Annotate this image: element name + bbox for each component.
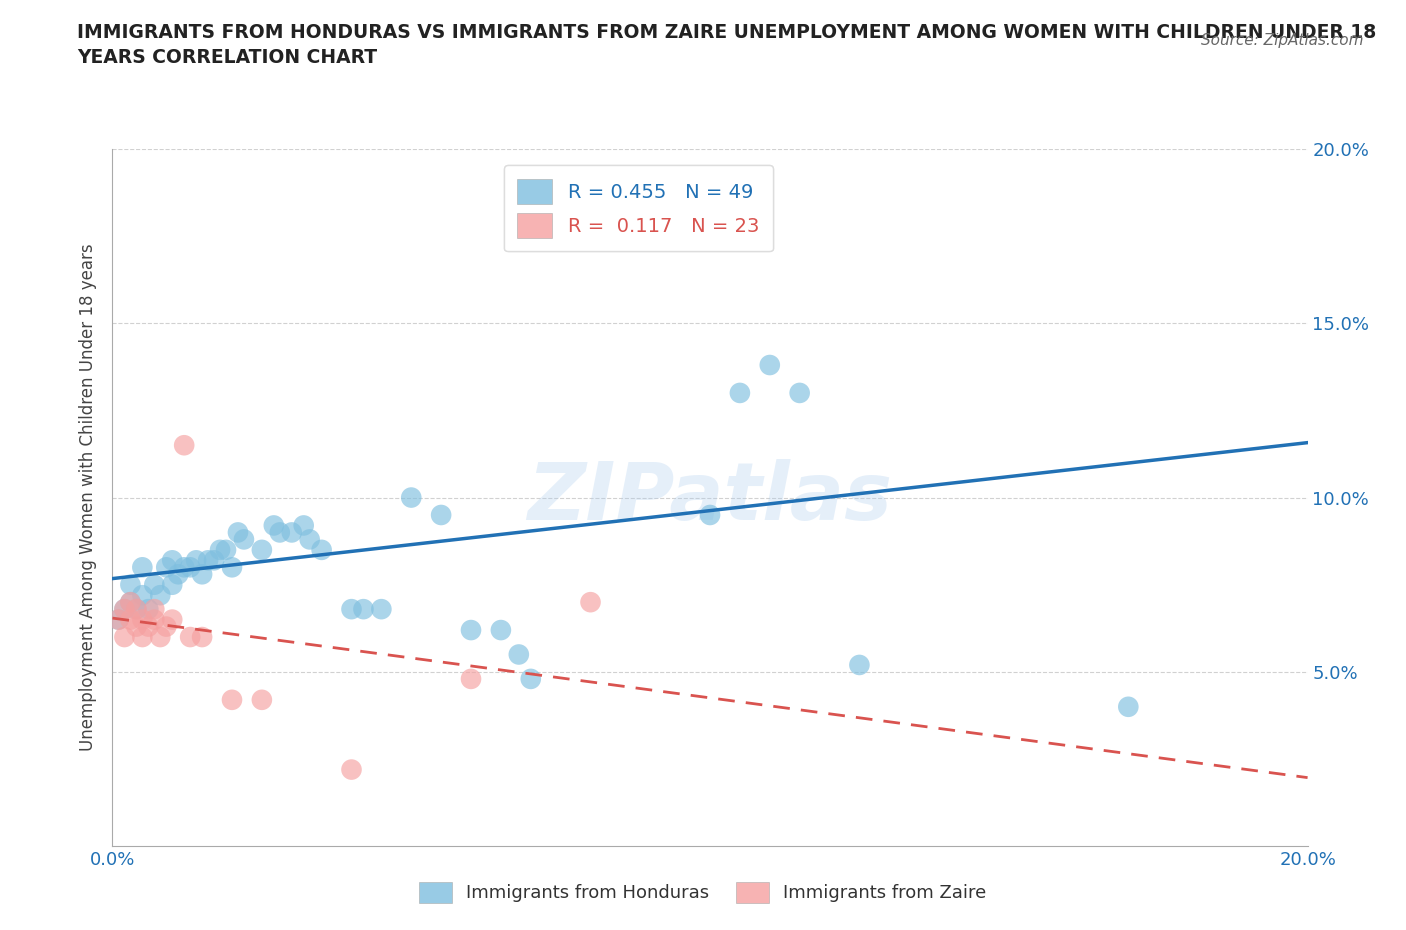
- Point: [579, 595, 602, 610]
- Point: [114, 602, 135, 617]
- Point: [114, 630, 135, 644]
- Point: [250, 692, 273, 708]
- Point: [221, 560, 243, 575]
- Point: [120, 595, 142, 610]
- Text: ZIPatlas: ZIPatlas: [527, 458, 893, 537]
- Point: [609, 211, 631, 226]
- Point: [125, 602, 148, 617]
- Point: [143, 602, 166, 617]
- Point: [114, 602, 135, 617]
- Point: [460, 671, 482, 686]
- Point: [138, 602, 160, 617]
- Y-axis label: Unemployment Among Women with Children Under 18 years: Unemployment Among Women with Children U…: [79, 244, 97, 751]
- Point: [209, 542, 232, 557]
- Point: [340, 763, 363, 777]
- Point: [149, 630, 172, 644]
- Point: [215, 542, 238, 557]
- Point: [292, 518, 315, 533]
- Point: [120, 595, 142, 610]
- Point: [401, 490, 423, 505]
- Point: [131, 560, 153, 575]
- Point: [131, 588, 153, 603]
- Point: [173, 438, 195, 453]
- Point: [848, 658, 870, 672]
- Point: [155, 619, 177, 634]
- Point: [179, 560, 201, 575]
- Point: [226, 525, 249, 539]
- Point: [250, 542, 273, 557]
- Point: [340, 602, 363, 617]
- Point: [143, 612, 166, 627]
- Point: [120, 612, 142, 627]
- Point: [131, 630, 153, 644]
- Point: [430, 508, 453, 523]
- Point: [138, 619, 160, 634]
- Point: [759, 358, 782, 373]
- Legend: Immigrants from Honduras, Immigrants from Zaire: Immigrants from Honduras, Immigrants fro…: [411, 872, 995, 911]
- Point: [460, 623, 482, 638]
- Point: [155, 560, 177, 575]
- Point: [191, 567, 214, 582]
- Point: [269, 525, 291, 539]
- Point: [149, 588, 172, 603]
- Point: [520, 671, 543, 686]
- Point: [353, 602, 375, 617]
- Point: [699, 508, 721, 523]
- Point: [125, 619, 148, 634]
- Point: [197, 552, 219, 567]
- Point: [263, 518, 285, 533]
- Point: [162, 612, 183, 627]
- Point: [107, 612, 129, 627]
- Point: [162, 552, 183, 567]
- Point: [1118, 699, 1140, 714]
- Point: [281, 525, 304, 539]
- Text: IMMIGRANTS FROM HONDURAS VS IMMIGRANTS FROM ZAIRE UNEMPLOYMENT AMONG WOMEN WITH : IMMIGRANTS FROM HONDURAS VS IMMIGRANTS F…: [77, 23, 1376, 67]
- Point: [120, 578, 142, 592]
- Point: [728, 386, 751, 401]
- Point: [191, 630, 214, 644]
- Point: [167, 567, 190, 582]
- Point: [370, 602, 392, 617]
- Point: [179, 630, 201, 644]
- Point: [143, 578, 166, 592]
- Point: [162, 578, 183, 592]
- Point: [489, 623, 512, 638]
- Point: [131, 612, 153, 627]
- Point: [508, 647, 530, 662]
- Legend: R = 0.455   N = 49, R =  0.117   N = 23: R = 0.455 N = 49, R = 0.117 N = 23: [503, 166, 773, 251]
- Point: [221, 692, 243, 708]
- Text: Source: ZipAtlas.com: Source: ZipAtlas.com: [1201, 33, 1364, 47]
- Point: [669, 229, 692, 244]
- Point: [186, 552, 208, 567]
- Point: [173, 560, 195, 575]
- Point: [125, 602, 148, 617]
- Point: [789, 386, 811, 401]
- Point: [298, 532, 321, 547]
- Point: [311, 542, 333, 557]
- Point: [233, 532, 256, 547]
- Point: [107, 612, 129, 627]
- Point: [202, 552, 225, 567]
